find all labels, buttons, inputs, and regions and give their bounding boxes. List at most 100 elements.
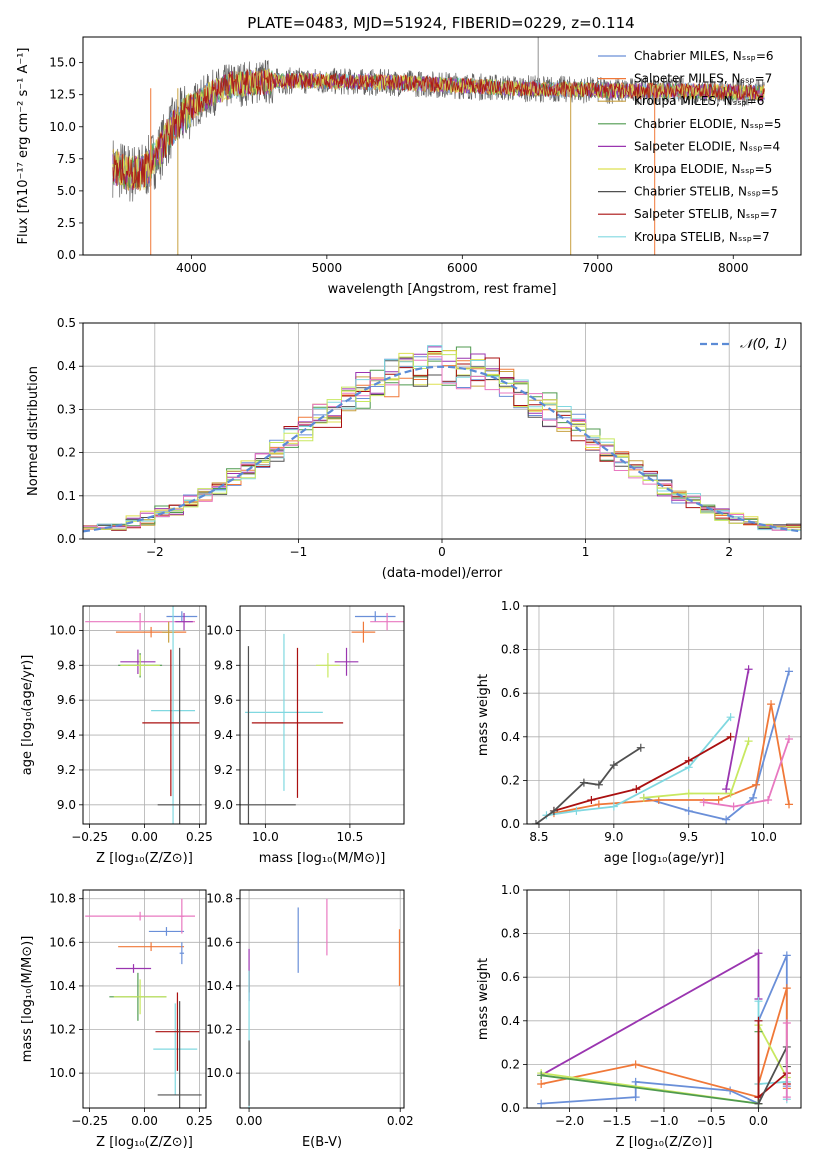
x-tick-label: 0.00: [131, 1114, 158, 1128]
histogram-series-step: [83, 352, 801, 530]
x-axis-label: wavelength [Angstrom, rest frame]: [328, 282, 557, 297]
legend-label: Chabrier STELIB, Nₛₛₚ=5: [634, 185, 779, 199]
legend-label: Kroupa ELODIE, Nₛₛₚ=5: [634, 162, 772, 176]
y-axis-label: Flux [fλ10⁻¹⁷ erg cm⁻² s⁻¹ A⁻¹]: [16, 48, 31, 245]
x-tick-label: −2.0: [555, 1114, 584, 1128]
plot-area-mass-vs-ebv: [248, 898, 401, 1108]
mass-weight-marker: [726, 713, 735, 722]
x-tick-label: 2: [725, 545, 733, 559]
y-tick-label: 0.4: [501, 730, 520, 744]
errorbar-point: [370, 612, 404, 631]
x-tick-label: −0.25: [71, 1114, 108, 1128]
y-tick-label: 10.2: [49, 1023, 76, 1037]
mass-weight-marker: [572, 806, 581, 815]
y-tick-label: 10.0: [206, 623, 233, 637]
y-tick-label: 10.6: [49, 935, 76, 949]
normal-curve: [83, 365, 801, 533]
mass-weight-line: [725, 669, 750, 790]
errorbar-point: [120, 649, 156, 675]
y-tick-label: 10.4: [49, 979, 76, 993]
errorbar-point: [148, 927, 185, 936]
y-tick-label: 0.0: [57, 532, 76, 546]
mass-weight-marker: [537, 1080, 546, 1089]
panel-mass-vs-ebv: 0.00 0.02 10.0 10.2 10.4 10.6 10.8 E(B-V): [206, 889, 414, 1150]
x-tick-label: 8.5: [529, 830, 548, 844]
y-tick-label: 9.2: [214, 763, 233, 777]
y-tick-label: 0.4: [501, 1014, 520, 1028]
errorbar-point: [157, 647, 202, 824]
x-axis-label: Z [log₁₀(Z/Z⊙)]: [96, 851, 193, 866]
y-tick-label: 9.4: [57, 728, 76, 742]
mass-weight-marker: [749, 793, 758, 802]
x-tick-label: 4000: [176, 261, 207, 275]
errorbar-point: [166, 611, 198, 622]
mass-weight-marker: [754, 1099, 763, 1108]
x-tick-label: −1.5: [602, 1114, 631, 1128]
y-tick-label: 7.5: [57, 152, 76, 166]
errorbar-point: [179, 898, 185, 934]
y-tick-label: 10.4: [206, 979, 233, 993]
mass-weight-marker: [639, 793, 648, 802]
y-tick-label: 9.0: [57, 798, 76, 812]
x-axis-label: E(B-V): [302, 1135, 342, 1150]
y-axis-label: age [log₁₀(age/yr)]: [20, 655, 35, 776]
y-tick-label: 10.0: [206, 1066, 233, 1080]
axes-frame-spectrum: [82, 36, 802, 256]
errorbar-point: [179, 942, 185, 965]
figure-title: PLATE=0483, MJD=51924, FIBERID=0229, z=0…: [247, 14, 634, 32]
mass-weight-marker: [632, 785, 641, 794]
mass-weight-marker: [654, 796, 663, 805]
x-tick-label: 6000: [447, 261, 478, 275]
legend-label: Kroupa STELIB, Nₛₛₚ=7: [634, 230, 770, 244]
y-tick-label: 5.0: [57, 184, 76, 198]
mass-weight-marker: [684, 806, 693, 815]
mass-weight-marker: [726, 789, 735, 798]
plot-area-weight-vs-Z: [537, 949, 791, 1108]
mass-weight-marker: [729, 802, 738, 811]
x-tick-label: 5000: [312, 261, 343, 275]
panel-mass-vs-Z: −0.25 0.00 0.25 10.0 10.2 10.4 10.6 10.8 Z [log₁…: [20, 889, 213, 1150]
plot-area-mass-vs-Z: [85, 898, 202, 1108]
y-tick-label: 0.0: [501, 1101, 520, 1115]
errorbar-point: [251, 647, 344, 798]
panel-age-vs-mass: 10.0 10.5 9.0 9.2 9.4 9.6 9.8 10.0 mass [log₁₀(M…: [206, 605, 405, 866]
mass-weight-marker: [549, 806, 558, 815]
mass-weight-marker: [785, 800, 794, 809]
plot-area-weight-vs-age: [531, 665, 794, 824]
y-tick-label: 0.2: [501, 773, 520, 787]
y-tick-label: 0.5: [57, 316, 76, 330]
histogram-series-step: [83, 356, 801, 531]
mass-weight-line: [703, 738, 790, 808]
errorbar-point: [316, 653, 340, 678]
errorbar-point: [157, 1001, 202, 1108]
x-tick-label: 8000: [718, 261, 749, 275]
errorbar-point: [113, 979, 167, 1015]
mass-weight-marker: [782, 1093, 791, 1102]
errorbar-point: [85, 911, 196, 921]
mass-weight-marker: [684, 756, 693, 765]
plot-area-age-vs-mass: [240, 611, 404, 824]
y-tick-label: 0.2: [501, 1057, 520, 1071]
mass-weight-line: [535, 746, 642, 824]
mass-weight-marker: [594, 780, 603, 789]
legend-label: Salpeter STELIB, Nₛₛₚ=7: [634, 207, 778, 221]
mass-weight-marker: [767, 700, 776, 709]
x-tick-label: 10.0: [252, 830, 279, 844]
x-tick-label: −0.25: [71, 830, 108, 844]
panel-residuals: −2 −1 0 1 2 0.0 0.1 0.2 0.3 0.4 0.5 (data-model)/er…: [26, 316, 802, 581]
y-axis-label: mass weight: [476, 958, 491, 1040]
mass-weight-marker: [782, 951, 791, 960]
x-axis-label: Z [log₁₀(Z/Z⊙)]: [96, 1135, 193, 1150]
x-tick-label: 0: [438, 545, 446, 559]
y-tick-label: 0.6: [501, 970, 520, 984]
x-tick-label: −1.0: [649, 1114, 678, 1128]
y-tick-label: 1.0: [501, 599, 520, 613]
y-tick-label: 10.2: [206, 1023, 233, 1037]
errorbar-point: [334, 647, 359, 676]
mass-weight-marker: [531, 820, 540, 824]
axes-frame-mass-vs-ebv: [239, 889, 405, 1109]
grid-age-vs-mass: [240, 606, 404, 824]
plot-area-spectrum: [112, 37, 765, 255]
mass-weight-marker: [722, 785, 731, 794]
